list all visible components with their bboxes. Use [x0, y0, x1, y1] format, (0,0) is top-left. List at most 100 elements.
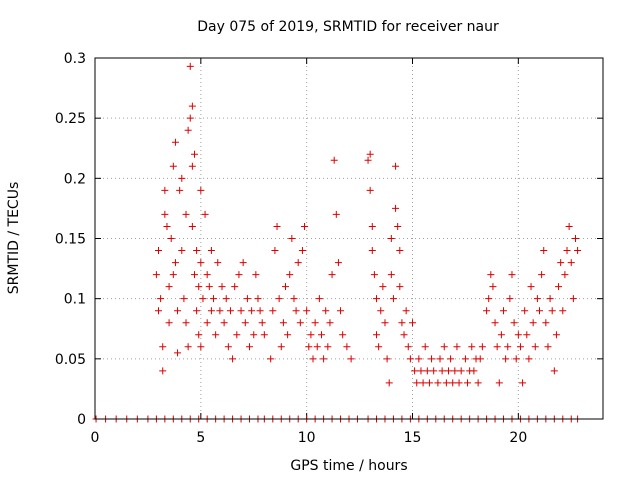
data-point — [216, 307, 224, 315]
data-point — [525, 355, 533, 363]
data-point — [239, 259, 247, 267]
data-point — [199, 295, 207, 303]
y-tick-label: 0.2 — [64, 171, 86, 187]
data-point — [461, 355, 469, 363]
data-point — [159, 343, 167, 351]
data-point — [485, 295, 493, 303]
data-point — [444, 367, 452, 375]
data-point — [337, 307, 345, 315]
data-point — [311, 319, 319, 327]
data-point — [383, 355, 391, 363]
data-point — [567, 259, 575, 267]
data-point — [258, 319, 266, 327]
data-point — [279, 319, 287, 327]
data-point — [468, 343, 476, 351]
data-point — [396, 247, 404, 255]
data-point — [425, 379, 433, 387]
data-point — [392, 162, 400, 170]
data-point — [373, 295, 381, 303]
data-point — [455, 379, 463, 387]
data-point — [309, 355, 317, 363]
data-point — [542, 319, 550, 327]
data-point — [544, 343, 552, 351]
data-point — [315, 295, 323, 303]
data-point — [178, 247, 186, 255]
data-point — [169, 271, 177, 279]
data-point — [366, 150, 374, 158]
data-point — [334, 259, 342, 267]
data-point — [167, 235, 175, 242]
data-point — [504, 343, 512, 351]
data-point — [267, 355, 275, 363]
data-point — [343, 343, 351, 351]
data-point — [243, 295, 251, 303]
data-point — [502, 355, 510, 363]
data-point — [248, 307, 256, 315]
data-point — [282, 283, 289, 291]
data-point — [478, 343, 486, 351]
data-point — [402, 307, 410, 315]
data-point — [409, 319, 416, 327]
data-point — [205, 283, 213, 291]
data-point — [453, 343, 461, 351]
data-point — [246, 343, 254, 351]
data-point — [483, 307, 491, 315]
data-point — [294, 259, 302, 267]
data-point — [417, 367, 425, 375]
data-point — [559, 307, 567, 315]
data-point — [419, 379, 427, 387]
data-point — [197, 259, 205, 267]
y-tick-label: 0.3 — [64, 51, 86, 67]
data-point — [226, 307, 234, 315]
data-point — [561, 271, 569, 279]
data-point — [190, 150, 198, 158]
data-point — [538, 271, 546, 279]
x-tick-label: 5 — [196, 430, 205, 446]
data-point — [563, 247, 571, 255]
data-point — [195, 331, 203, 339]
data-point — [436, 355, 444, 363]
data-point — [174, 349, 182, 357]
data-point — [229, 355, 237, 363]
y-tick-label: 0.15 — [55, 232, 86, 248]
data-point — [307, 331, 315, 339]
data-point — [195, 283, 203, 291]
data-point — [152, 271, 160, 279]
data-point — [474, 379, 482, 387]
data-point — [557, 259, 565, 267]
data-point — [203, 319, 211, 327]
data-point — [339, 331, 347, 339]
data-point — [381, 319, 389, 327]
data-point — [434, 379, 442, 387]
data-point — [406, 355, 414, 363]
data-point — [574, 247, 582, 255]
data-point — [330, 156, 338, 164]
data-point — [290, 295, 298, 303]
data-point — [188, 222, 196, 230]
x-tick-label: 10 — [298, 430, 316, 446]
y-tick-label: 0 — [77, 412, 86, 428]
data-point — [396, 283, 404, 291]
data-point — [470, 367, 478, 375]
data-point — [464, 379, 472, 387]
data-point — [231, 283, 239, 291]
data-point — [218, 283, 226, 291]
data-point — [184, 343, 192, 351]
data-point — [440, 343, 448, 351]
data-point — [497, 331, 505, 339]
data-point — [347, 355, 355, 363]
data-point — [516, 343, 524, 351]
data-point — [387, 235, 395, 242]
data-point — [182, 319, 190, 327]
data-point — [324, 343, 332, 351]
data-point — [178, 174, 186, 182]
data-point — [320, 355, 328, 363]
y-tick-label: 0.25 — [55, 111, 86, 127]
data-point — [519, 379, 527, 387]
data-point — [442, 379, 450, 387]
data-point — [370, 271, 378, 279]
data-point — [165, 283, 173, 291]
data-point — [328, 271, 336, 279]
data-point — [550, 367, 558, 375]
